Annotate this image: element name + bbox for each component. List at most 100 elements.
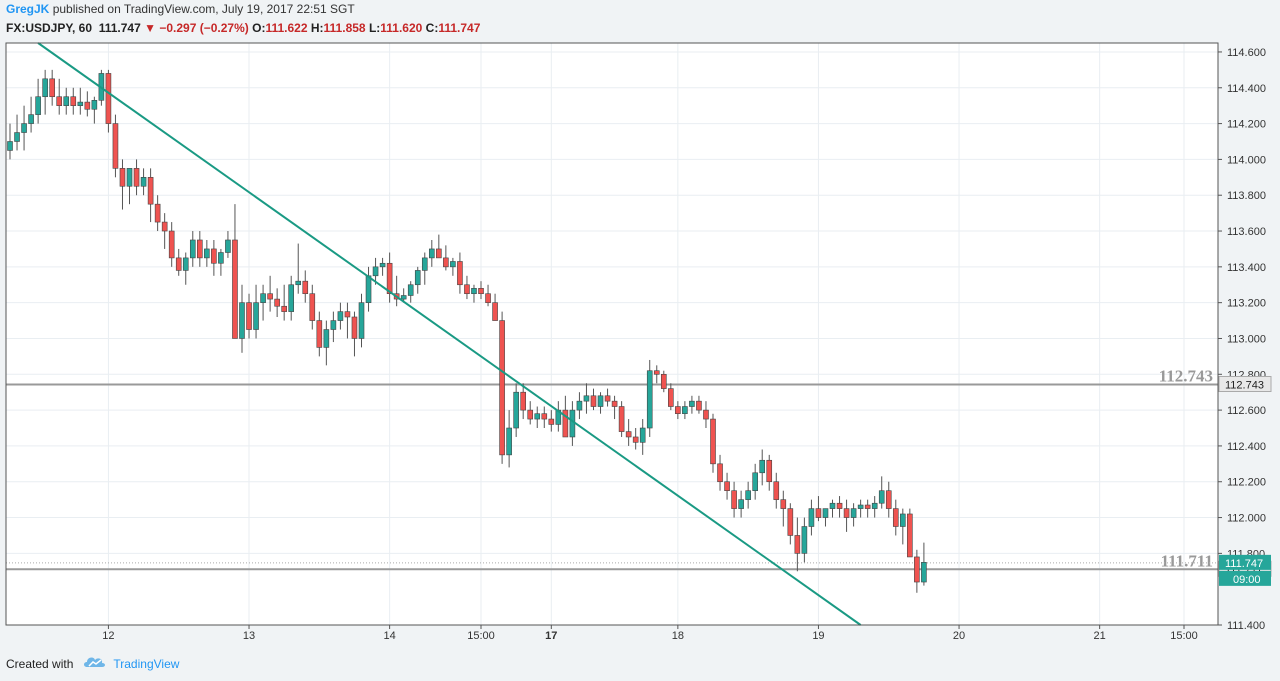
candle-body [710, 418, 716, 465]
candle-body [126, 168, 133, 187]
high-label: H: [310, 21, 324, 35]
candle-body [274, 298, 280, 307]
x-tick-label: 15:00 [1170, 630, 1198, 642]
candle-body [724, 481, 730, 491]
candle-body [450, 261, 456, 268]
candle-body [604, 395, 611, 402]
last-price-badge [1219, 554, 1271, 570]
candle-body [682, 406, 688, 414]
candle-body [197, 239, 203, 259]
x-tick-label: 14 [383, 630, 395, 642]
candle-body [253, 302, 259, 330]
countdown-badge [1219, 570, 1271, 586]
candle-body [63, 96, 70, 106]
candle-body [900, 513, 906, 527]
candle-body [358, 302, 365, 339]
candle-body [119, 168, 126, 187]
open-label: O: [252, 21, 266, 35]
candle-body [421, 257, 428, 271]
candle-body [323, 329, 330, 348]
candle-body [464, 284, 470, 295]
candle-body [921, 562, 927, 583]
low-label: L: [368, 21, 381, 35]
y-tick-label: 114.200 [1227, 119, 1266, 131]
author-link[interactable]: GregJK [6, 2, 50, 16]
candle-body [379, 262, 386, 268]
candle-body [632, 436, 639, 443]
candle-body [843, 508, 850, 518]
candle-body [485, 293, 491, 303]
candle-body [14, 132, 20, 142]
candle-body [541, 413, 548, 420]
candle-body [492, 302, 498, 321]
level-price-badge [1218, 375, 1272, 392]
y-tick-label: 112.400 [1227, 441, 1266, 453]
candle-body [562, 409, 569, 438]
candle-body [548, 418, 555, 425]
candle-body [513, 391, 519, 429]
candle-body [717, 463, 723, 483]
candle-body [91, 100, 98, 110]
candle-body [520, 391, 526, 411]
y-tick-label: 112.600 [1227, 405, 1266, 417]
footer: Created with TradingView [6, 655, 179, 672]
candle-body [752, 472, 758, 491]
candle-body [147, 177, 154, 205]
candle-body [428, 248, 435, 259]
candle-body [344, 311, 351, 318]
publish-info: published on TradingView.com, July 19, 2… [52, 2, 355, 16]
candle-body [675, 406, 681, 414]
candle-body [836, 502, 843, 509]
candle-body [302, 280, 309, 295]
publish-header: GregJK published on TradingView.com, Jul… [6, 2, 355, 16]
candle-body [372, 266, 379, 277]
horizontal-levels: 112.743 111.711 [6, 366, 1218, 571]
symbol-legend: FX:USDJPY, 60 111.747 ▼ −0.297 (−0.27%) … [6, 21, 480, 35]
candle-body [337, 311, 344, 321]
candle-body [703, 409, 709, 420]
y-tick-label: 112.000 [1227, 513, 1266, 525]
x-tick-label: 17 [545, 630, 557, 642]
trendline [37, 42, 862, 626]
candle-body [316, 320, 323, 348]
level-label: 111.711 [1161, 551, 1213, 570]
candle-body [267, 293, 273, 300]
candle-body [808, 508, 815, 527]
candle-body [281, 305, 287, 312]
candle-body [295, 280, 302, 286]
candle-body [878, 490, 885, 504]
candle-body [745, 490, 751, 500]
candle-body [871, 502, 878, 509]
candle-body [288, 284, 295, 312]
candle-body [689, 400, 695, 407]
candle-body [478, 288, 484, 295]
candle-body [527, 409, 534, 420]
candle-body [182, 257, 189, 271]
candle-body [576, 400, 583, 411]
candle-body [773, 481, 780, 500]
candle-body [225, 239, 231, 253]
candle-body [330, 320, 337, 330]
last-price-badge-label: 111.747 [1225, 558, 1263, 570]
tradingview-link[interactable]: TradingView [113, 656, 180, 671]
candle-body [780, 499, 787, 509]
symbol-name: FX:USDJPY, 60 [6, 21, 93, 35]
candle-body [660, 373, 667, 389]
candle-body [161, 221, 168, 232]
candle-body [84, 101, 91, 110]
candle-body [892, 508, 899, 527]
countdown-badge-label: 09:00 [1233, 574, 1261, 586]
level-price-badge-label: 112.743 [1225, 379, 1264, 391]
candle-body [21, 123, 27, 133]
candle-body [56, 96, 63, 106]
candles-layer [7, 69, 927, 593]
y-tick-label: 114.600 [1227, 47, 1266, 59]
candle-body [133, 168, 140, 187]
candle-body [625, 431, 632, 438]
candle-body [175, 257, 182, 271]
candle-body [864, 504, 871, 509]
plot-background [6, 43, 1218, 625]
candle-body [239, 302, 245, 339]
candle-body [218, 252, 224, 264]
